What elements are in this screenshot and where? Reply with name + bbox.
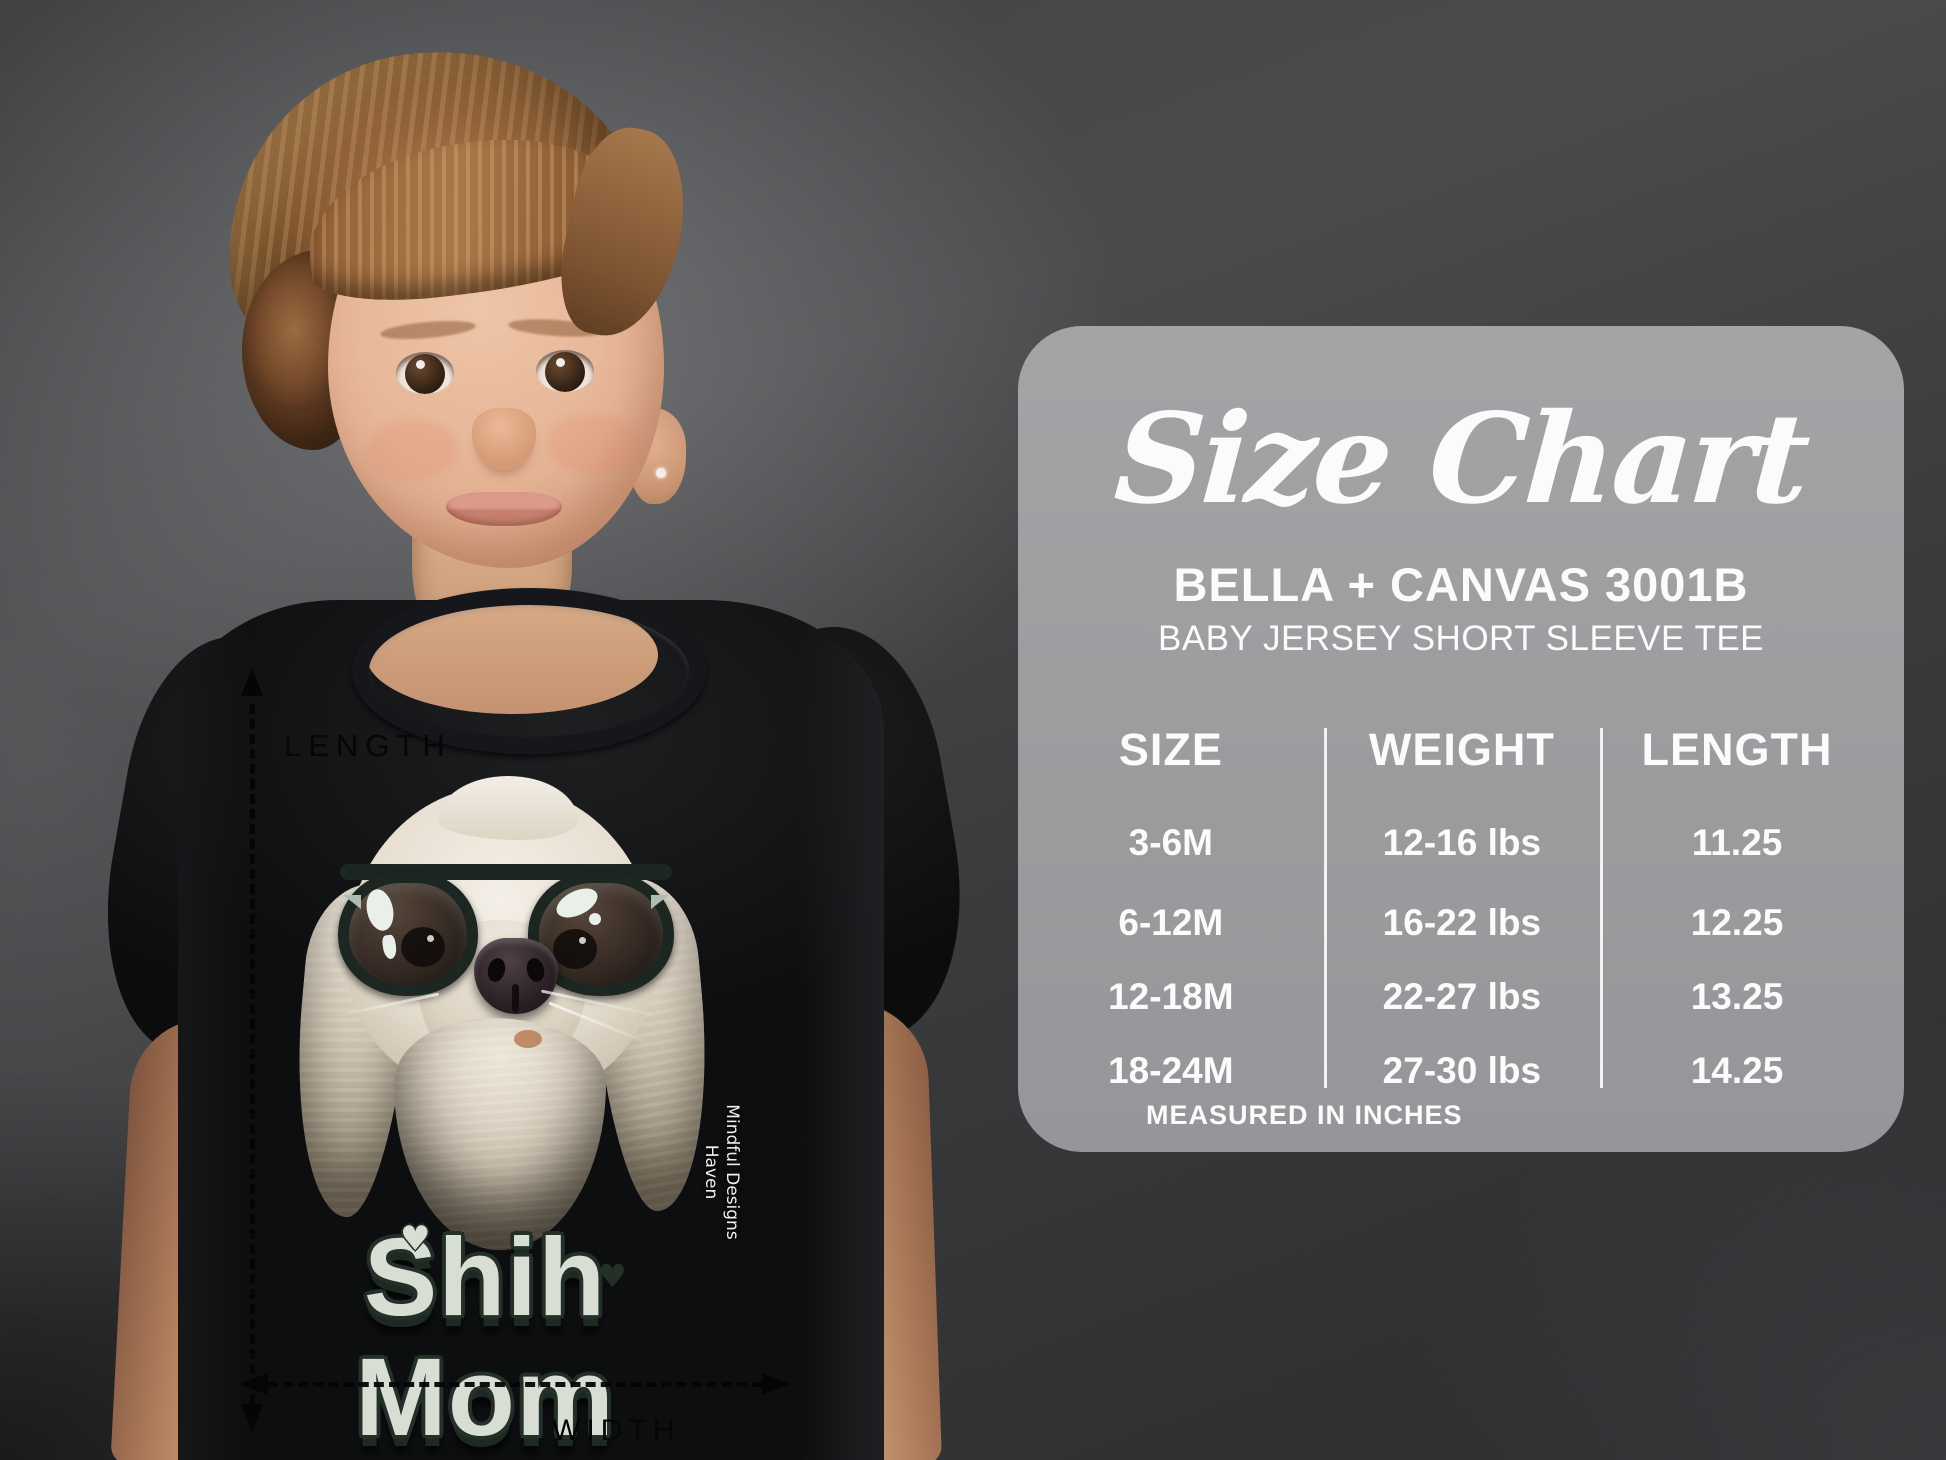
dog-nostril bbox=[524, 956, 547, 984]
tshirt-torso bbox=[178, 600, 884, 1460]
size-cell: 12-18M bbox=[1108, 976, 1234, 1017]
length-label: LENGTH bbox=[284, 728, 452, 763]
child-eye-left bbox=[396, 352, 454, 394]
weight-cell: 16-22 lbs bbox=[1382, 902, 1542, 943]
dog-mouth bbox=[514, 1030, 542, 1048]
table-divider bbox=[1324, 728, 1327, 1088]
size-cell: 3-6M bbox=[1128, 822, 1213, 863]
size-table-header-row: SIZE WEIGHT LENGTH bbox=[1018, 724, 1904, 776]
heart-icon: ♥ bbox=[598, 1257, 627, 1295]
eye-glint bbox=[416, 360, 425, 369]
measured-in-inches-note: MEASURED IN INCHES bbox=[1146, 1100, 1463, 1130]
iris bbox=[405, 354, 445, 394]
length-cell: 11.25 bbox=[1691, 822, 1783, 863]
length-measure-line bbox=[250, 704, 255, 1404]
dog-nostril bbox=[485, 956, 508, 984]
lens-highlight bbox=[381, 934, 398, 960]
cheek-blush bbox=[548, 414, 638, 474]
product-name: BELLA + CANVAS 3001B bbox=[1173, 558, 1749, 611]
earring-stud bbox=[656, 468, 666, 478]
table-row: 18-24M 27-30 lbs 14.25 bbox=[1018, 1048, 1904, 1094]
shirt-print-title: Shih Mom bbox=[355, 1216, 615, 1459]
sunglasses-icon bbox=[334, 864, 678, 996]
weight-cell: 12-16 lbs bbox=[1382, 822, 1542, 863]
iris bbox=[545, 352, 585, 392]
size-chart-panel: Size Chart BELLA + CANVAS 3001B BABY JER… bbox=[1018, 326, 1904, 1152]
table-row: 6-12M 16-22 lbs 12.25 bbox=[1018, 900, 1904, 946]
size-cell: 18-24M bbox=[1108, 1050, 1234, 1091]
column-header-length: LENGTH bbox=[1641, 724, 1833, 775]
eye-glint bbox=[556, 358, 565, 367]
sunglasses-hinge bbox=[651, 895, 669, 909]
column-header-weight: WEIGHT bbox=[1368, 724, 1555, 775]
child-nose bbox=[472, 408, 536, 470]
sunglasses-lens-left bbox=[338, 872, 478, 996]
dog-topknot bbox=[438, 776, 578, 840]
width-label: WIDTH bbox=[552, 1414, 681, 1447]
length-cell: 12.25 bbox=[1690, 902, 1784, 943]
table-row: 3-6M 12-16 lbs 11.25 bbox=[1018, 820, 1904, 866]
weight-cell: 22-27 lbs bbox=[1382, 976, 1542, 1017]
lens-highlight bbox=[362, 886, 398, 934]
arrow-down-icon bbox=[241, 1404, 263, 1432]
dog-nose bbox=[474, 938, 558, 1014]
dog-eye-behind-lens bbox=[401, 927, 445, 967]
size-chart-title: Size Chart bbox=[1110, 387, 1812, 532]
dog-philtrum bbox=[512, 984, 519, 1012]
width-measure-line bbox=[268, 1382, 762, 1387]
sunglasses-hinge bbox=[343, 895, 361, 909]
arrow-right-icon bbox=[762, 1373, 790, 1395]
product-subtitle: BABY JERSEY SHORT SLEEVE TEE bbox=[1157, 619, 1765, 658]
length-cell: 14.25 bbox=[1690, 1050, 1784, 1091]
eye-glint bbox=[579, 937, 586, 944]
lens-highlight bbox=[589, 913, 601, 925]
eye-glint bbox=[427, 935, 434, 942]
watermark-line1: Mindful Designs bbox=[722, 1104, 742, 1240]
table-row: 12-18M 22-27 lbs 13.25 bbox=[1018, 974, 1904, 1020]
arrow-left-icon bbox=[240, 1373, 268, 1395]
column-header-size: SIZE bbox=[1118, 724, 1223, 775]
cheek-blush bbox=[368, 420, 458, 480]
size-cell: 6-12M bbox=[1118, 902, 1224, 943]
arrow-up-icon bbox=[241, 668, 263, 696]
brand-watermark: Mindful Designs Haven bbox=[698, 1074, 742, 1270]
length-cell: 13.25 bbox=[1690, 976, 1784, 1017]
weight-cell: 27-30 lbs bbox=[1382, 1050, 1542, 1091]
table-divider bbox=[1600, 728, 1603, 1088]
watermark-line2: Haven bbox=[701, 1144, 721, 1200]
dog-eye-behind-lens bbox=[553, 929, 597, 969]
child-eye-right bbox=[536, 350, 594, 392]
heart-icon: ♥ bbox=[400, 1219, 431, 1259]
child-lips bbox=[446, 492, 562, 526]
